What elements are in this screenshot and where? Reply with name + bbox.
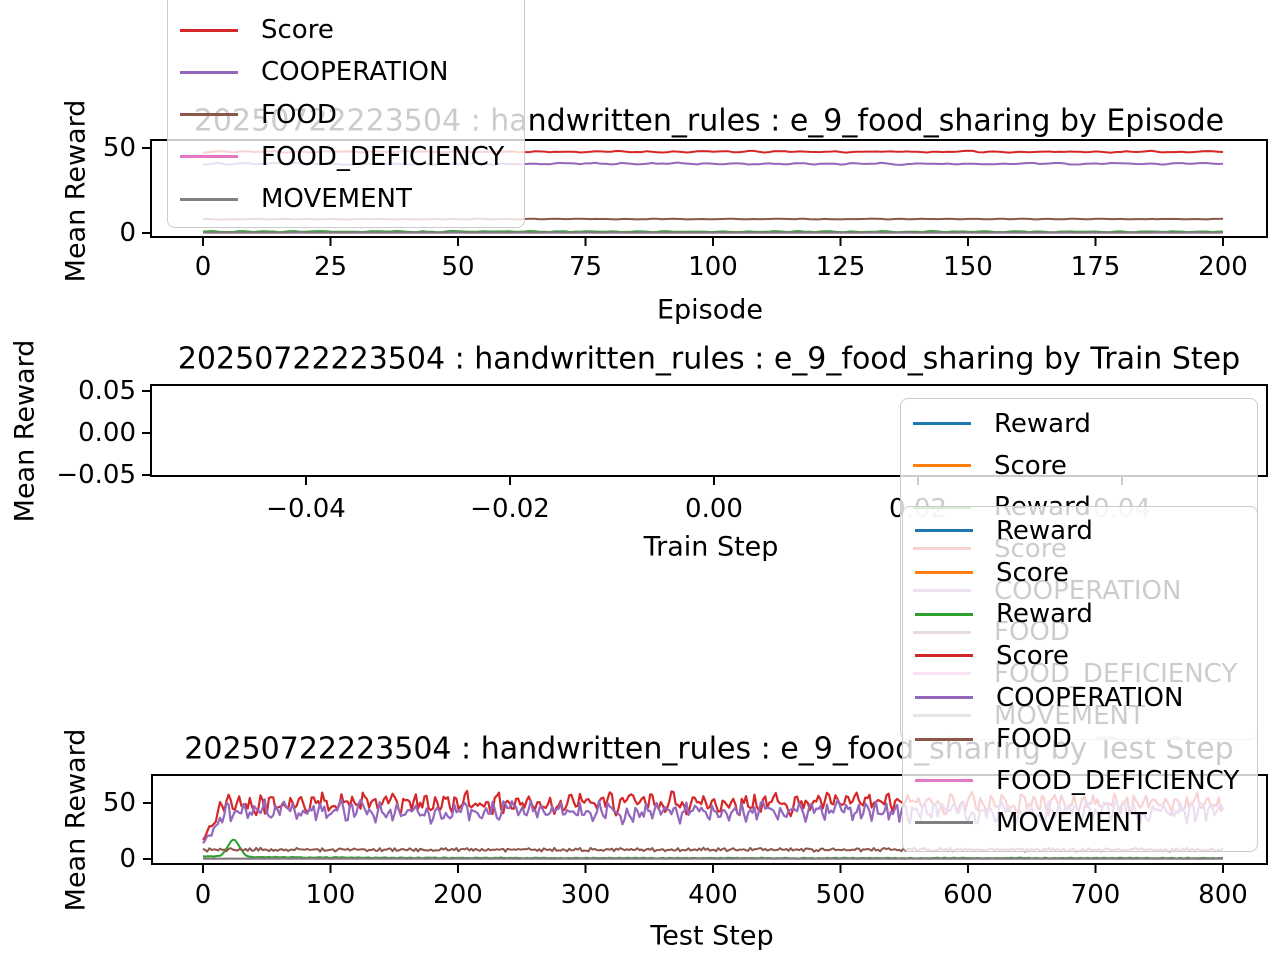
legend-line-swatch xyxy=(180,197,238,201)
legend-line-swatch xyxy=(913,464,971,468)
test-y-axis-label: Mean Reward xyxy=(60,728,92,912)
legend-entry-label: Reward xyxy=(261,0,358,3)
legend-entry-label: FOOD xyxy=(996,724,1072,755)
episode-y-axis-label: Mean Reward xyxy=(60,99,92,283)
legend-line-swatch xyxy=(915,696,973,700)
legend-line-swatch xyxy=(915,654,973,658)
legend-line-swatch xyxy=(180,70,238,74)
legend-line-swatch xyxy=(915,529,973,533)
legend-entry: Score xyxy=(901,445,1257,487)
legend-entry-label: Score xyxy=(996,640,1069,671)
legend-entry-label: FOOD_DEFICIENCY xyxy=(996,765,1240,796)
legend-line-swatch xyxy=(180,155,238,159)
legend-entry: COOPERATION xyxy=(903,677,1257,719)
legend-entry-label: Reward xyxy=(996,515,1093,546)
legend-line-swatch xyxy=(180,28,238,32)
legend-entry-label: Reward xyxy=(996,599,1093,630)
legend-entry: COOPERATION xyxy=(168,51,524,93)
legend-entry: MOVEMENT xyxy=(903,802,1257,844)
legend-line-swatch xyxy=(915,737,973,741)
legend-entry: Reward xyxy=(903,593,1257,635)
legend-entry: FOOD xyxy=(903,718,1257,760)
legend-entry-label: Score xyxy=(261,15,334,46)
legend-entry: FOOD xyxy=(168,93,524,135)
legend-entry-label: MOVEMENT xyxy=(261,184,412,215)
axes-frame xyxy=(151,774,1268,865)
legend-entry-label: COOPERATION xyxy=(996,682,1184,713)
legend-test-chart: Reward Score Reward Score COOPERATION FOOD FOO… xyxy=(902,506,1258,852)
legend-line-swatch xyxy=(913,422,971,426)
legend-entry: Reward xyxy=(903,510,1257,552)
legend-entry-label: FOOD_DEFICIENCY xyxy=(261,141,505,172)
legend-entry-label: Score xyxy=(994,450,1067,481)
train-chart-title: 20250722223504 : handwritten_rules : e_9… xyxy=(177,341,1241,377)
legend-entry-label: MOVEMENT xyxy=(996,807,1147,838)
legend-entry: Score xyxy=(168,9,524,51)
axes-frame xyxy=(150,384,1268,477)
train-x-axis-label: Train Step xyxy=(643,531,779,563)
legend-entry: FOOD_DEFICIENCY xyxy=(903,760,1257,802)
test-x-axis-label: Test Step xyxy=(650,920,774,952)
train-y-axis-label: Mean Reward xyxy=(9,339,41,523)
legend-entry: FOOD_DEFICIENCY xyxy=(168,136,524,178)
legend-entry-label: COOPERATION xyxy=(261,57,449,88)
legend-line-swatch xyxy=(180,113,238,117)
axes-frame xyxy=(150,139,1268,238)
legend-entry: Score xyxy=(903,635,1257,677)
legend-entry: Reward xyxy=(168,0,524,9)
legend-line-swatch xyxy=(915,779,973,783)
legend-entry: Score xyxy=(903,552,1257,594)
legend-episode-chart: RewardScoreRewardScoreCOOPERATIONFOODFOO… xyxy=(167,0,525,228)
legend-line-swatch xyxy=(915,821,973,825)
episode-x-axis-label: Episode xyxy=(656,294,764,326)
legend-entry-label: FOOD xyxy=(261,99,337,130)
legend-entry: Reward xyxy=(901,403,1257,445)
legend-entry: MOVEMENT xyxy=(168,178,524,220)
legend-entry-label: Reward xyxy=(994,408,1091,439)
legend-line-swatch xyxy=(915,612,973,616)
legend-entry-label: Score xyxy=(996,557,1069,588)
legend-line-swatch xyxy=(915,571,973,575)
